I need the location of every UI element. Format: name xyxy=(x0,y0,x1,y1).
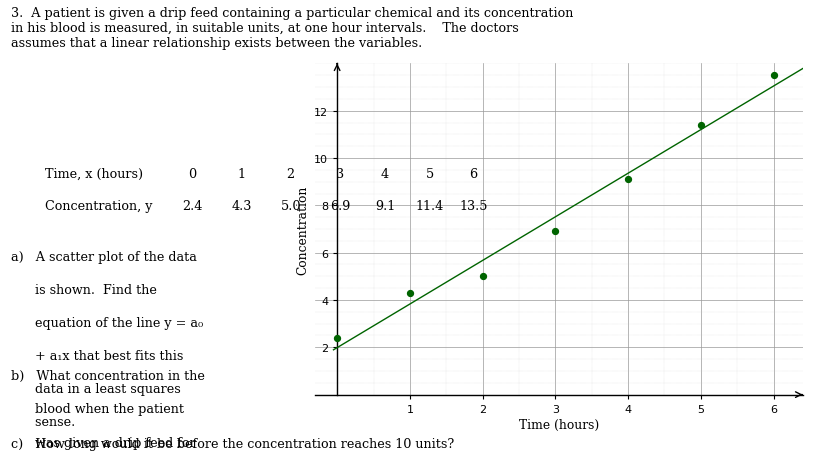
Text: 6: 6 xyxy=(469,168,477,180)
Point xyxy=(403,290,416,297)
Point xyxy=(767,73,780,80)
Text: was given a drip feed for: was given a drip feed for xyxy=(11,436,196,448)
Text: data in a least squares: data in a least squares xyxy=(11,382,180,395)
Point xyxy=(549,228,562,235)
Point xyxy=(622,176,635,184)
Point xyxy=(331,335,344,342)
Text: 2: 2 xyxy=(287,168,295,180)
Text: c)   How long would it be before the concentration reaches 10 units?: c) How long would it be before the conce… xyxy=(11,437,454,450)
Text: 4: 4 xyxy=(381,168,389,180)
Text: 11.4: 11.4 xyxy=(416,200,444,213)
Point xyxy=(476,273,489,280)
Text: 9.1: 9.1 xyxy=(375,200,395,213)
Text: blood when the patient: blood when the patient xyxy=(11,403,183,415)
Text: is shown.  Find the: is shown. Find the xyxy=(11,283,156,296)
Text: sense.: sense. xyxy=(11,415,75,428)
Text: 6.9: 6.9 xyxy=(330,200,350,213)
Text: 1: 1 xyxy=(238,168,246,180)
Text: equation of the line y = a₀: equation of the line y = a₀ xyxy=(11,316,203,329)
Text: a)   A scatter plot of the data: a) A scatter plot of the data xyxy=(11,250,197,263)
Text: + a₁x that best fits this: + a₁x that best fits this xyxy=(11,349,183,362)
Text: 3.  A patient is given a drip feed containing a particular chemical and its conc: 3. A patient is given a drip feed contai… xyxy=(11,7,573,50)
Text: Concentration, y: Concentration, y xyxy=(45,200,152,213)
Text: Time, x (hours): Time, x (hours) xyxy=(45,168,143,180)
Y-axis label: Concentration: Concentration xyxy=(296,185,310,274)
Text: b)   What concentration in the: b) What concentration in the xyxy=(11,369,205,382)
Text: 4.3: 4.3 xyxy=(232,200,251,213)
X-axis label: Time (hours): Time (hours) xyxy=(519,418,599,431)
Text: 5.0: 5.0 xyxy=(280,200,301,213)
Text: 2.4: 2.4 xyxy=(183,200,202,213)
Text: 13.5: 13.5 xyxy=(459,200,487,213)
Point xyxy=(695,122,708,129)
Text: 3: 3 xyxy=(336,168,344,180)
Text: 0: 0 xyxy=(188,168,197,180)
Text: 5: 5 xyxy=(426,168,434,180)
